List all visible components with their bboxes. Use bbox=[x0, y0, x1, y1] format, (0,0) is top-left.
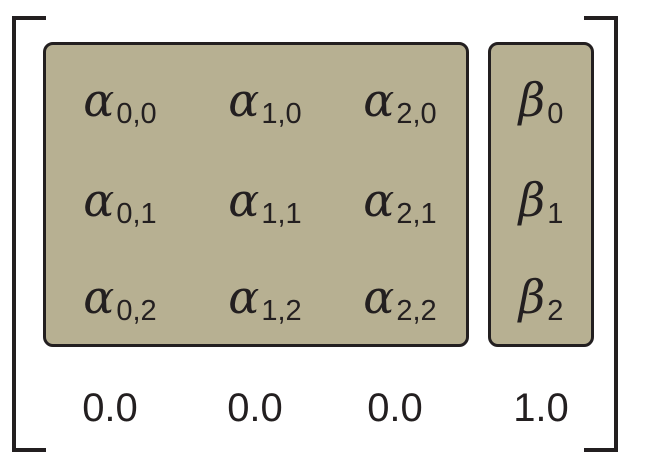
alpha-cell-1-1: α 1,1 bbox=[200, 165, 330, 235]
alpha-symbol: α bbox=[83, 73, 115, 127]
alpha-cell-1-2: α 1,2 bbox=[200, 262, 330, 332]
alpha-cell-0-0: α 0,0 bbox=[55, 65, 185, 135]
alpha-cell-2-2: α 2,2 bbox=[335, 262, 465, 332]
beta-symbol: β bbox=[518, 173, 546, 227]
alpha-symbol: α bbox=[228, 270, 260, 324]
alpha-symbol: α bbox=[83, 173, 115, 227]
alpha-cell-2-1: α 2,1 bbox=[335, 165, 465, 235]
alpha-subscript: 1,1 bbox=[261, 197, 302, 230]
alpha-symbol: α bbox=[363, 73, 395, 127]
beta-subscript: 2 bbox=[547, 294, 564, 327]
alpha-subscript: 2,1 bbox=[396, 197, 437, 230]
alpha-subscript: 0,1 bbox=[116, 197, 157, 230]
alpha-subscript: 2,0 bbox=[396, 97, 437, 130]
alpha-subscript: 0,0 bbox=[116, 97, 157, 130]
beta-subscript: 0 bbox=[547, 97, 564, 130]
alpha-symbol: α bbox=[228, 173, 260, 227]
alpha-cell-0-1: α 0,1 bbox=[55, 165, 185, 235]
bottom-row-value: 0.0 bbox=[82, 385, 138, 430]
alpha-symbol: α bbox=[228, 73, 260, 127]
beta-symbol: β bbox=[518, 270, 546, 324]
beta-subscript: 1 bbox=[547, 197, 564, 230]
bottom-row-value: 0.0 bbox=[367, 385, 423, 430]
alpha-subscript: 1,0 bbox=[261, 97, 302, 130]
bottom-row-value: 0.0 bbox=[227, 385, 283, 430]
alpha-subscript: 2,2 bbox=[396, 294, 437, 327]
alpha-subscript: 1,2 bbox=[261, 294, 302, 327]
right-bracket bbox=[584, 16, 618, 452]
alpha-subscript: 0,2 bbox=[116, 294, 157, 327]
alpha-symbol: α bbox=[83, 270, 115, 324]
left-bracket bbox=[12, 16, 46, 452]
alpha-coefficient-panel bbox=[43, 42, 469, 347]
alpha-symbol: α bbox=[363, 173, 395, 227]
beta-symbol: β bbox=[518, 73, 546, 127]
alpha-cell-0-2: α 0,2 bbox=[55, 262, 185, 332]
alpha-cell-1-0: α 1,0 bbox=[200, 65, 330, 135]
alpha-cell-2-0: α 2,0 bbox=[335, 65, 465, 135]
bottom-row-value: 1.0 bbox=[513, 385, 569, 430]
alpha-symbol: α bbox=[363, 270, 395, 324]
beta-coefficient-panel bbox=[488, 42, 594, 347]
